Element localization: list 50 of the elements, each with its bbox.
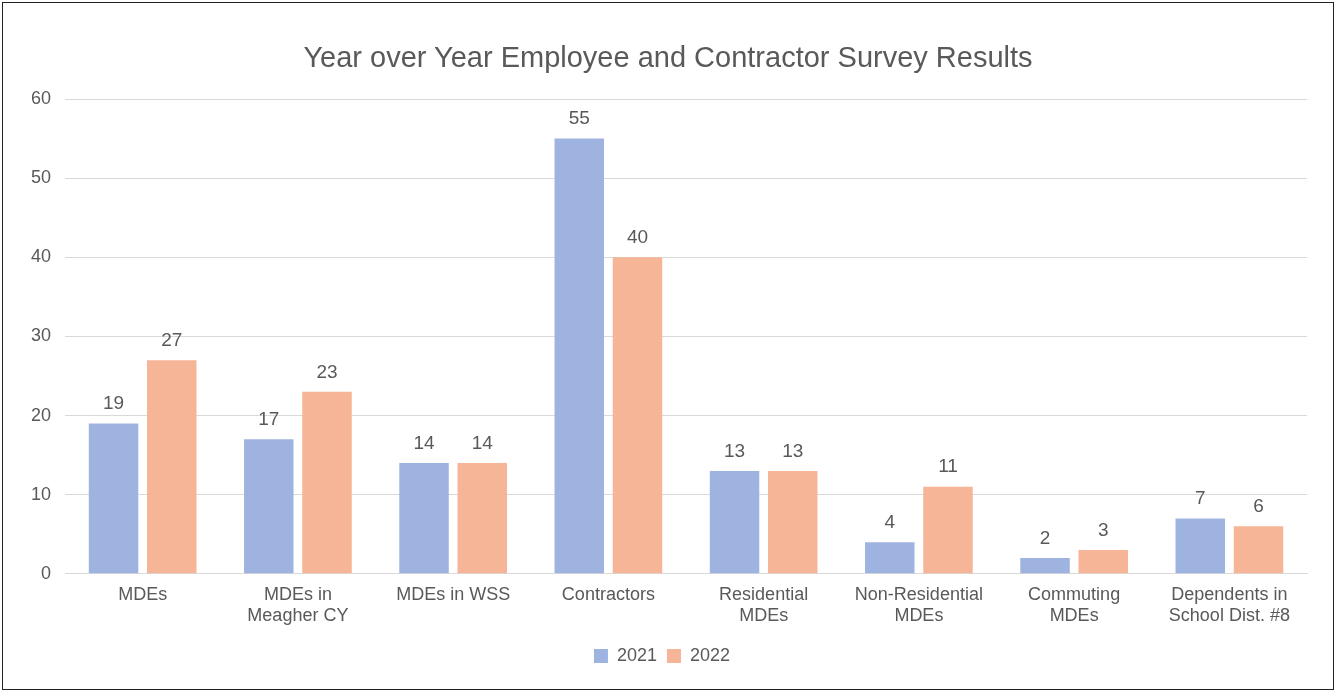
data-label: 40 bbox=[626, 226, 649, 247]
bar bbox=[709, 470, 760, 574]
data-label: 11 bbox=[938, 455, 958, 477]
data-label: 14 bbox=[413, 431, 436, 453]
data-label: 23 bbox=[316, 360, 338, 382]
x-tick-label: Residential MDEs bbox=[719, 583, 809, 626]
data-label: 19 bbox=[102, 392, 125, 414]
bar bbox=[244, 439, 294, 574]
x-tick-label: Commuting MDEs bbox=[1028, 583, 1121, 626]
data-label: 55 bbox=[568, 107, 590, 129]
bar bbox=[88, 423, 139, 574]
bar bbox=[554, 138, 605, 574]
bar bbox=[457, 463, 507, 574]
data-label: 2 bbox=[1039, 526, 1051, 548]
x-tick-label: Non-Residential MDEs bbox=[854, 583, 983, 626]
bar bbox=[865, 542, 915, 574]
y-tick-label: 30 bbox=[30, 325, 52, 346]
chart-title: Year over Year Employee and Contractor Survey Results bbox=[302, 41, 1034, 74]
bar bbox=[923, 486, 973, 574]
data-label: 6 bbox=[1253, 495, 1264, 517]
legend-label: 2021 bbox=[616, 644, 657, 665]
data-label: 13 bbox=[723, 439, 746, 461]
y-tick-label: 20 bbox=[30, 404, 52, 425]
data-label: 4 bbox=[884, 510, 896, 532]
x-tick-label: MDEs bbox=[118, 583, 168, 604]
x-tick-label: MDEs in Meagher CY bbox=[247, 583, 349, 626]
bar bbox=[302, 391, 352, 574]
bar bbox=[612, 257, 663, 574]
bar bbox=[147, 360, 197, 574]
x-tick-label: Dependents in School Dist. #8 bbox=[1168, 583, 1290, 626]
y-tick-label: 60 bbox=[30, 87, 52, 108]
bar bbox=[1233, 526, 1284, 574]
data-label: 27 bbox=[161, 328, 183, 350]
x-tick-label: Contractors bbox=[561, 583, 655, 604]
data-label: 14 bbox=[471, 431, 494, 453]
y-tick-label: 0 bbox=[41, 562, 52, 583]
bar bbox=[1175, 518, 1226, 574]
y-tick-label: 10 bbox=[30, 483, 52, 504]
data-label: 7 bbox=[1194, 487, 1206, 509]
data-label: 17 bbox=[258, 408, 280, 430]
legend-label: 2022 bbox=[690, 644, 731, 665]
bar bbox=[768, 470, 818, 574]
y-tick-label: 40 bbox=[30, 246, 52, 267]
bar bbox=[1078, 550, 1128, 574]
y-tick-label: 50 bbox=[30, 167, 52, 188]
bar bbox=[399, 463, 449, 574]
data-label: 3 bbox=[1097, 518, 1109, 540]
bar bbox=[1020, 557, 1070, 574]
data-label: 13 bbox=[782, 439, 804, 461]
x-tick-label: MDEs in WSS bbox=[396, 583, 511, 604]
